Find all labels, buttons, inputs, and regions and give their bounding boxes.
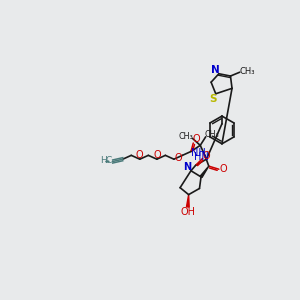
Text: O: O [220,164,227,174]
Text: O: O [202,151,210,161]
Text: NH: NH [190,148,205,158]
Text: CH₃: CH₃ [239,67,254,76]
Text: HN: HN [194,152,208,162]
Text: O: O [153,150,161,160]
Text: N: N [183,162,191,172]
Text: O: O [136,150,144,160]
Text: CH₃: CH₃ [205,130,219,139]
Text: O: O [175,153,182,164]
Text: N: N [211,65,219,75]
Polygon shape [200,166,209,178]
Text: S: S [209,94,216,104]
Text: CH₃: CH₃ [178,132,193,141]
Text: C: C [106,156,112,165]
Text: O: O [193,134,200,144]
Text: OH: OH [180,207,195,217]
Text: H: H [100,156,107,165]
Polygon shape [187,195,189,207]
